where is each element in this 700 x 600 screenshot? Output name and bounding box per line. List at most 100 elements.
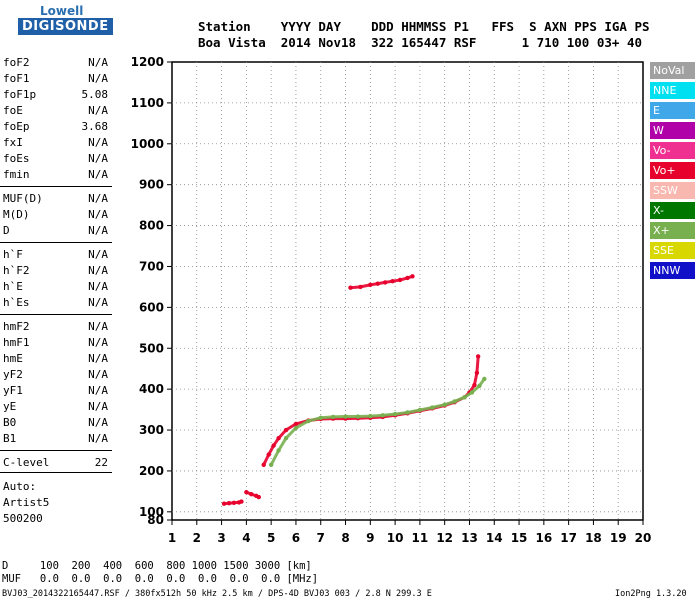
param-row: hmF1 N/A <box>0 336 112 352</box>
x-tick-label: 17 <box>560 531 577 545</box>
x-tick-label: 2 <box>193 531 201 545</box>
param-value: N/A <box>88 248 108 261</box>
param-value: N/A <box>88 72 108 85</box>
param-row: foF1 N/A <box>0 72 112 88</box>
param-name: D <box>3 224 10 237</box>
panel-divider <box>0 242 112 243</box>
footer-muf-line: MUF 0.0 0.0 0.0 0.0 0.0 0.0 0.0 0.0 [MHz… <box>2 573 319 585</box>
param-row: foE N/A <box>0 104 112 120</box>
param-row: fmin N/A <box>0 168 112 184</box>
param-row: hmF2 N/A <box>0 320 112 336</box>
y-tick-label: 900 <box>139 178 164 192</box>
param-row: MUF(D) N/A <box>0 192 112 208</box>
auto-info-3: 500200 <box>0 512 112 528</box>
x-tick-label: 12 <box>436 531 453 545</box>
param-name: hmF1 <box>3 336 30 349</box>
param-value: N/A <box>88 352 108 365</box>
x-tick-label: 13 <box>461 531 478 545</box>
param-name: B0 <box>3 416 17 429</box>
param-name: h`E <box>3 280 23 293</box>
footer-version: Ion2Png 1.3.20 <box>615 589 687 599</box>
param-name: h`Es <box>3 296 30 309</box>
param-value: 22 <box>94 456 108 469</box>
legend-nne: NNE <box>650 82 695 99</box>
param-value: N/A <box>88 280 108 293</box>
y-tick-label: 1000 <box>131 137 164 151</box>
y-tick-label: 1100 <box>131 96 164 110</box>
param-value: N/A <box>88 384 108 397</box>
param-name: foF1 <box>3 72 30 85</box>
param-value: N/A <box>88 192 108 205</box>
param-row: B0 N/A <box>0 416 112 432</box>
x-tick-label: 3 <box>217 531 225 545</box>
param-row: fxI N/A <box>0 136 112 152</box>
param-name: C-level <box>3 456 50 469</box>
param-name: yE <box>3 400 17 413</box>
param-name: foEp <box>3 120 30 133</box>
param-name: fxI <box>3 136 23 149</box>
param-value: N/A <box>88 208 108 221</box>
legend-vo: Vo+ <box>650 162 695 179</box>
trace-line <box>349 274 414 290</box>
param-value: N/A <box>88 104 108 117</box>
param-value: N/A <box>88 224 108 237</box>
param-name: h`F2 <box>3 264 30 277</box>
param-value: N/A <box>88 264 108 277</box>
param-value: N/A <box>88 416 108 429</box>
param-row: h`F2 N/A <box>0 264 112 280</box>
x-tick-label: 18 <box>585 531 602 545</box>
y-tick-label: 100 <box>139 505 164 519</box>
x-tick-label: 11 <box>412 531 429 545</box>
param-name: yF2 <box>3 368 23 381</box>
param-name: MUF(D) <box>3 192 43 205</box>
param-value: N/A <box>88 320 108 333</box>
param-row: h`Es N/A <box>0 296 112 312</box>
legend-sse: SSE <box>650 242 695 259</box>
auto-text: 500200 <box>3 512 43 525</box>
panel-divider <box>0 472 112 473</box>
footer-file-info: BVJ03_2014322165447.RSF / 380fx512h 50 k… <box>2 589 432 599</box>
param-row: yF2 N/A <box>0 368 112 384</box>
param-name: foF2 <box>3 56 30 69</box>
param-row: foEs N/A <box>0 152 112 168</box>
param-name: B1 <box>3 432 17 445</box>
param-value: N/A <box>88 336 108 349</box>
param-value: N/A <box>88 56 108 69</box>
y-tick-label: 500 <box>139 341 164 355</box>
param-value: N/A <box>88 368 108 381</box>
legend-vo: Vo- <box>650 142 695 159</box>
auto-text: Auto: <box>3 480 37 493</box>
x-tick-label: 8 <box>341 531 349 545</box>
x-tick-label: 10 <box>387 531 404 545</box>
legend-noval: NoVal <box>650 62 695 79</box>
param-row: C-level 22 <box>0 456 112 472</box>
x-tick-label: 20 <box>635 531 652 545</box>
param-name: fmin <box>3 168 30 181</box>
legend-x: X+ <box>650 222 695 239</box>
y-tick-label: 200 <box>139 464 164 478</box>
x-tick-label: 4 <box>242 531 250 545</box>
x-tick-label: 9 <box>366 531 374 545</box>
x-tick-label: 19 <box>610 531 627 545</box>
param-value: N/A <box>88 432 108 445</box>
auto-info-1: Auto: <box>0 480 112 496</box>
param-row: yE N/A <box>0 400 112 416</box>
param-value: N/A <box>88 152 108 165</box>
param-row: h`F N/A <box>0 248 112 264</box>
logo-digisonde: DIGISONDE <box>18 18 113 35</box>
legend-nnw: NNW <box>650 262 695 279</box>
legend-ssw: SSW <box>650 182 695 199</box>
legend-x: X- <box>650 202 695 219</box>
x-tick-label: 5 <box>267 531 275 545</box>
trace-line <box>244 490 261 499</box>
legend-e: E <box>650 102 695 119</box>
y-tick-label: 800 <box>139 219 164 233</box>
param-row: B1 N/A <box>0 432 112 448</box>
param-row: h`E N/A <box>0 280 112 296</box>
trace-line <box>269 377 486 467</box>
x-tick-label: 16 <box>535 531 552 545</box>
param-name: foF1p <box>3 88 37 101</box>
param-name: h`F <box>3 248 23 261</box>
param-row: foF1p 5.08 <box>0 88 112 104</box>
